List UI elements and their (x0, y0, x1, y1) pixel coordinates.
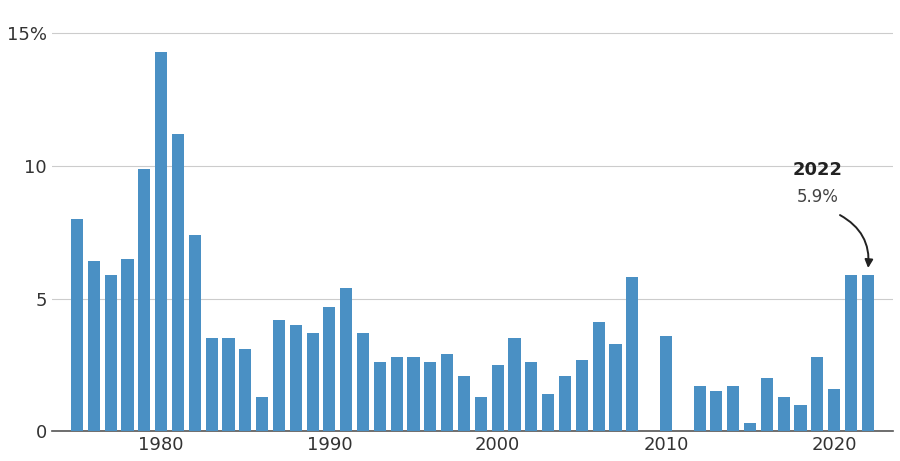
Bar (441, 355, 454, 431)
Bar (491, 365, 504, 431)
Bar (559, 376, 571, 431)
Bar (323, 307, 336, 431)
Bar (526, 362, 537, 431)
Bar (340, 288, 352, 431)
Bar (239, 349, 251, 431)
Bar (155, 52, 167, 431)
Bar (778, 397, 790, 431)
Bar (189, 235, 201, 431)
Bar (391, 357, 403, 431)
Bar (660, 336, 672, 431)
Bar (508, 338, 520, 431)
Bar (811, 357, 824, 431)
Bar (88, 261, 100, 431)
Bar (222, 338, 235, 431)
Bar (458, 376, 470, 431)
Bar (626, 278, 638, 431)
Bar (828, 389, 841, 431)
Bar (290, 325, 302, 431)
Bar (122, 259, 133, 431)
Text: 5.9%: 5.9% (796, 188, 838, 206)
Bar (139, 169, 150, 431)
Bar (424, 362, 436, 431)
Bar (694, 386, 706, 431)
Bar (727, 386, 739, 431)
Bar (542, 394, 554, 431)
Bar (307, 333, 319, 431)
Bar (71, 219, 83, 431)
Bar (795, 405, 806, 431)
Bar (205, 338, 218, 431)
Bar (576, 360, 588, 431)
Bar (760, 378, 773, 431)
Bar (592, 323, 605, 431)
Bar (710, 391, 723, 431)
Bar (374, 362, 386, 431)
Bar (475, 397, 487, 431)
Bar (104, 275, 117, 431)
Bar (862, 275, 874, 431)
Bar (845, 275, 857, 431)
Bar (408, 357, 419, 431)
Text: 2022: 2022 (792, 161, 842, 179)
Bar (744, 423, 756, 431)
Bar (357, 333, 369, 431)
Bar (609, 344, 622, 431)
Bar (256, 397, 268, 431)
Bar (172, 134, 184, 431)
Bar (273, 320, 285, 431)
